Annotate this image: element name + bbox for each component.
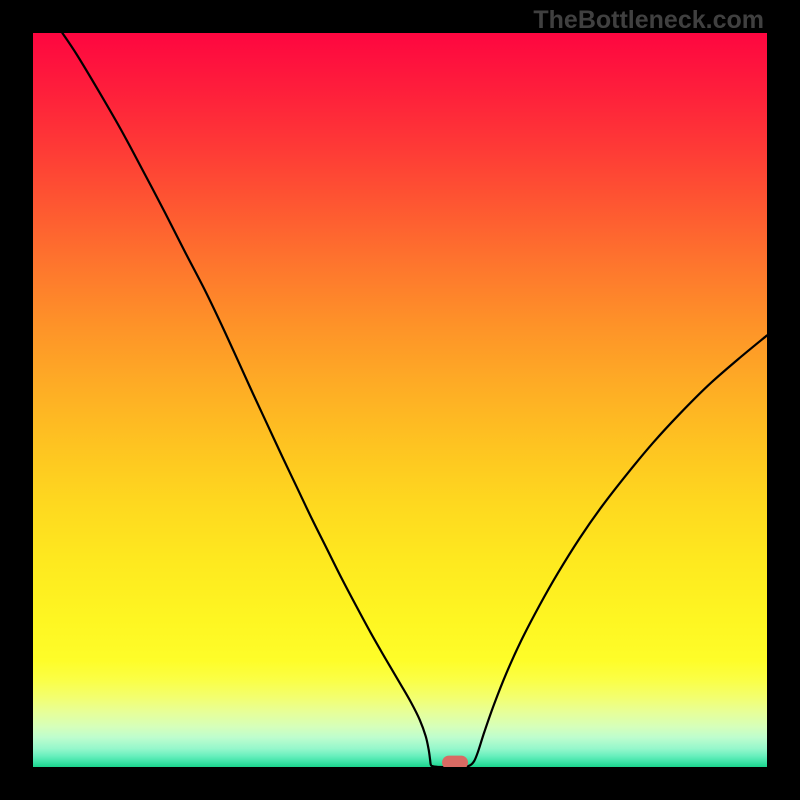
plot-area: [33, 33, 767, 767]
chart-frame: [0, 767, 800, 800]
bottleneck-marker: [442, 756, 468, 767]
bottleneck-curve: [33, 33, 767, 767]
watermark: TheBottleneck.com: [533, 6, 764, 35]
chart-frame: [767, 0, 800, 800]
chart-frame: [0, 0, 33, 800]
